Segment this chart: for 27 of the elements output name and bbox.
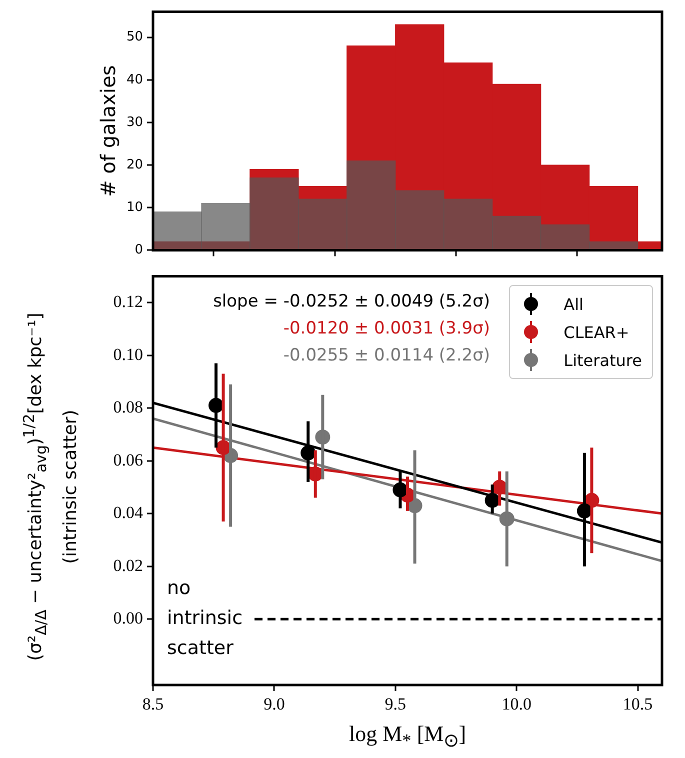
y-tick-label: 0.04 xyxy=(113,503,144,522)
x-tick-label: 8.5 xyxy=(142,694,164,714)
annotation: -0.0120 ± 0.0031 (3.9σ) xyxy=(283,318,490,339)
y-tick-label: 0.00 xyxy=(113,608,143,628)
legend-label: Literature xyxy=(564,350,642,370)
x-tick-label: 10.5 xyxy=(622,694,653,714)
y-tick-label: 0 xyxy=(134,242,143,258)
y-axis-title: # of galaxies xyxy=(96,64,120,199)
legend-label: All xyxy=(564,294,584,314)
y-tick-label: 0.10 xyxy=(113,344,143,364)
y-tick-label: 0.08 xyxy=(113,398,143,417)
x-tick-label: 9.5 xyxy=(384,694,406,714)
y-tick-label: 30 xyxy=(126,114,143,130)
x-tick-label: 10.0 xyxy=(502,694,532,714)
y-tick-label: 0.06 xyxy=(113,450,143,470)
ref-line-label: no intrinsic scatter xyxy=(167,577,243,659)
y-tick-label: 0.12 xyxy=(113,292,143,312)
y-tick-label: 10 xyxy=(126,200,143,216)
y-tick-label: 20 xyxy=(126,157,143,172)
annotation: slope = -0.0252 ± 0.0049 (5.2σ) xyxy=(213,292,490,312)
legend-label: CLEAR+ xyxy=(564,322,630,342)
x-tick-label: 9.0 xyxy=(264,694,285,714)
annotation: -0.0255 ± 0.0114 (2.2σ) xyxy=(283,346,490,366)
y-tick-label: 50 xyxy=(126,30,143,45)
y-tick-label: 0.02 xyxy=(113,556,143,575)
y-tick-label: 40 xyxy=(126,72,143,88)
x-axis-title: log M$_{*}$ [M$_{⊙}$] xyxy=(348,721,468,752)
